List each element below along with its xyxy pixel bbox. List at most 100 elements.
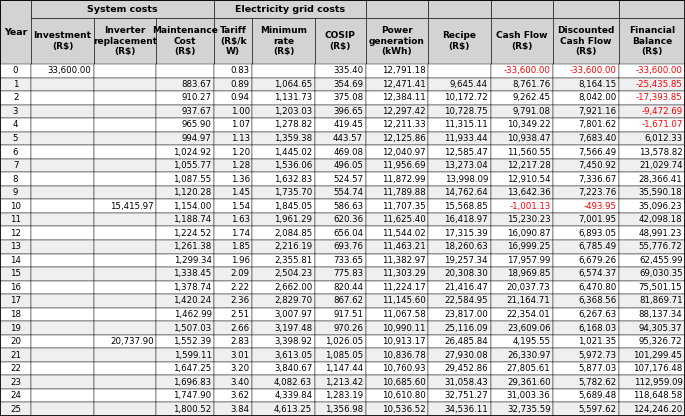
Bar bbox=[156, 308, 214, 321]
Bar bbox=[366, 281, 428, 294]
Bar bbox=[0, 0, 32, 64]
Bar bbox=[490, 172, 553, 186]
Bar bbox=[314, 18, 366, 64]
Bar bbox=[490, 64, 553, 78]
Text: 937.67: 937.67 bbox=[182, 107, 212, 116]
Text: 11,544.02: 11,544.02 bbox=[382, 229, 425, 238]
Text: 1,188.74: 1,188.74 bbox=[173, 215, 212, 224]
Text: 11,463.21: 11,463.21 bbox=[382, 242, 425, 251]
Bar bbox=[366, 254, 428, 267]
Bar bbox=[553, 267, 619, 281]
Text: 12,384.11: 12,384.11 bbox=[382, 94, 425, 102]
Text: 11,789.88: 11,789.88 bbox=[382, 188, 425, 197]
Text: 1,462.99: 1,462.99 bbox=[173, 310, 212, 319]
Bar bbox=[0, 254, 32, 267]
Bar bbox=[252, 145, 314, 159]
Bar bbox=[314, 335, 366, 348]
Text: 5,782.62: 5,782.62 bbox=[578, 378, 616, 386]
Bar bbox=[428, 240, 490, 254]
Text: 18: 18 bbox=[10, 310, 21, 319]
Bar bbox=[156, 105, 214, 118]
Bar bbox=[490, 213, 553, 226]
Bar bbox=[314, 186, 366, 199]
Bar bbox=[32, 213, 94, 226]
Bar bbox=[252, 199, 314, 213]
Bar bbox=[0, 172, 32, 186]
Text: 88,137.34: 88,137.34 bbox=[638, 310, 682, 319]
Bar bbox=[619, 335, 685, 348]
Text: 9,645.44: 9,645.44 bbox=[450, 80, 488, 89]
Text: 31,003.36: 31,003.36 bbox=[507, 391, 551, 400]
Bar bbox=[214, 254, 252, 267]
Text: 11,382.97: 11,382.97 bbox=[382, 256, 425, 265]
Bar bbox=[156, 254, 214, 267]
Text: 101,299.45: 101,299.45 bbox=[634, 351, 682, 359]
Bar bbox=[252, 281, 314, 294]
Bar bbox=[94, 0, 156, 18]
Bar bbox=[490, 159, 553, 172]
Bar bbox=[366, 294, 428, 308]
Text: 23,609.06: 23,609.06 bbox=[507, 324, 551, 332]
Bar bbox=[0, 402, 32, 416]
Bar bbox=[156, 226, 214, 240]
Bar bbox=[314, 105, 366, 118]
Bar bbox=[32, 375, 94, 389]
Bar bbox=[366, 199, 428, 213]
Text: 22,584.95: 22,584.95 bbox=[445, 297, 488, 305]
Bar bbox=[428, 0, 490, 18]
Bar bbox=[94, 335, 156, 348]
Bar bbox=[619, 145, 685, 159]
Bar bbox=[252, 18, 314, 64]
Text: 620.36: 620.36 bbox=[333, 215, 363, 224]
Text: 1.07: 1.07 bbox=[231, 121, 250, 129]
Bar bbox=[252, 172, 314, 186]
Text: 11,315.11: 11,315.11 bbox=[445, 121, 488, 129]
Text: Maintenance
Cost
(R$): Maintenance Cost (R$) bbox=[152, 26, 218, 56]
Text: 6,679.26: 6,679.26 bbox=[578, 256, 616, 265]
Bar bbox=[0, 294, 32, 308]
Text: 496.05: 496.05 bbox=[333, 161, 363, 170]
Text: 7,801.62: 7,801.62 bbox=[578, 121, 616, 129]
Text: 11,303.29: 11,303.29 bbox=[382, 270, 425, 278]
Text: 12,211.33: 12,211.33 bbox=[382, 121, 425, 129]
Bar bbox=[490, 240, 553, 254]
Text: 1,021.35: 1,021.35 bbox=[578, 337, 616, 346]
Text: 10,610.80: 10,610.80 bbox=[382, 391, 425, 400]
Text: 2,216.19: 2,216.19 bbox=[274, 242, 312, 251]
Text: 107,176.48: 107,176.48 bbox=[633, 364, 682, 373]
Text: 28,366.41: 28,366.41 bbox=[638, 175, 682, 183]
Text: -493.95: -493.95 bbox=[584, 202, 616, 210]
Bar bbox=[619, 91, 685, 105]
Bar bbox=[94, 199, 156, 213]
Text: 48,991.23: 48,991.23 bbox=[639, 229, 682, 238]
Bar bbox=[490, 375, 553, 389]
Bar bbox=[490, 362, 553, 375]
Bar bbox=[94, 159, 156, 172]
Text: 25: 25 bbox=[10, 405, 21, 414]
Bar bbox=[553, 281, 619, 294]
Bar bbox=[366, 186, 428, 199]
Bar bbox=[0, 226, 32, 240]
Bar bbox=[32, 91, 94, 105]
Text: 1,055.77: 1,055.77 bbox=[173, 161, 212, 170]
Text: -33,600.00: -33,600.00 bbox=[636, 66, 682, 75]
Text: -1,671.07: -1,671.07 bbox=[641, 121, 682, 129]
Text: 4,339.84: 4,339.84 bbox=[274, 391, 312, 400]
Text: 2,829.70: 2,829.70 bbox=[274, 297, 312, 305]
Bar bbox=[32, 226, 94, 240]
Bar bbox=[553, 78, 619, 91]
Text: 1.74: 1.74 bbox=[231, 229, 250, 238]
Text: 81,869.71: 81,869.71 bbox=[639, 297, 682, 305]
Bar bbox=[32, 64, 94, 78]
Text: 11,067.58: 11,067.58 bbox=[382, 310, 425, 319]
Bar bbox=[214, 335, 252, 348]
Bar bbox=[252, 308, 314, 321]
Bar bbox=[0, 267, 32, 281]
Bar bbox=[490, 335, 553, 348]
Text: 554.74: 554.74 bbox=[333, 188, 363, 197]
Text: 8,761.76: 8,761.76 bbox=[512, 80, 551, 89]
Text: 1.96: 1.96 bbox=[231, 256, 250, 265]
Text: 3.20: 3.20 bbox=[231, 364, 250, 373]
Bar bbox=[214, 389, 252, 402]
Text: 14,762.64: 14,762.64 bbox=[445, 188, 488, 197]
